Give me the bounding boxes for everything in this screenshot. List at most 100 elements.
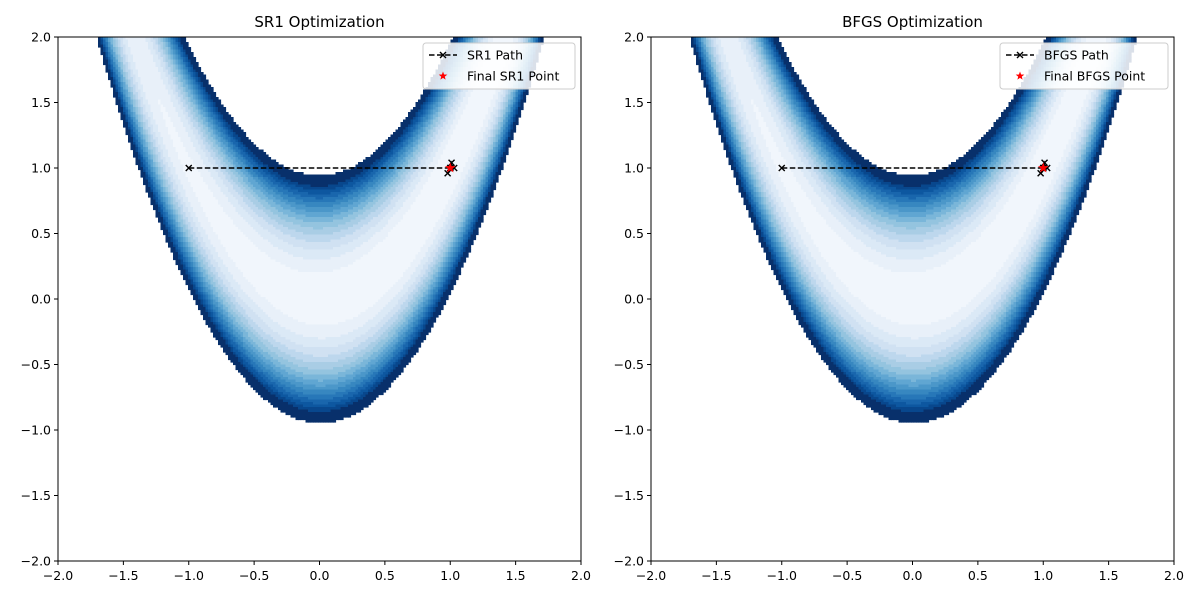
contour-cell <box>135 44 139 48</box>
contour-cell <box>155 47 159 51</box>
contour-cell <box>170 207 174 211</box>
contour-cell <box>183 84 187 88</box>
contour-cell <box>160 222 164 226</box>
contour-cell <box>170 129 174 133</box>
contour-cell <box>215 254 219 258</box>
contour-cell <box>118 64 122 68</box>
contour-cell <box>205 247 209 251</box>
contour-cell <box>178 104 182 108</box>
contour-cell <box>203 92 207 96</box>
contour-cell <box>158 79 162 83</box>
contour-cell <box>155 177 159 181</box>
contour-cell <box>153 77 157 81</box>
contour-cell <box>185 97 189 101</box>
contour-cell <box>188 274 192 278</box>
contour-cell <box>208 162 212 166</box>
contour-cell <box>210 314 214 318</box>
contour-cell <box>155 39 159 43</box>
contour-cell <box>170 104 174 108</box>
contour-cell <box>193 149 197 153</box>
contour-cell <box>198 157 202 161</box>
contour-cell <box>190 264 194 268</box>
contour-cell <box>198 114 202 118</box>
contour-cell <box>155 124 159 128</box>
contour-cell <box>188 179 192 183</box>
contour-cell <box>200 99 204 103</box>
contour-cell <box>193 84 197 88</box>
contour-cell <box>158 74 162 78</box>
contour-cell <box>120 39 124 43</box>
contour-cell <box>190 234 194 238</box>
contour-cell <box>185 52 189 56</box>
contour-cell <box>205 262 209 266</box>
contour-cell <box>153 42 157 46</box>
contour-cell <box>143 47 147 51</box>
contour-cell <box>185 234 189 238</box>
contour-cell <box>115 47 119 51</box>
contour-cell <box>195 132 199 136</box>
contour-cell <box>183 239 187 243</box>
contour-cell <box>105 57 109 61</box>
contour-cell <box>170 179 174 183</box>
contour-cell <box>183 54 187 58</box>
contour-cell <box>203 154 207 158</box>
contour-cell <box>158 54 162 58</box>
contour-cell <box>175 104 179 108</box>
contour-cell <box>145 184 149 188</box>
contour-cell <box>203 279 207 283</box>
contour-cell <box>215 182 219 186</box>
contour-cell <box>135 129 139 133</box>
contour-cell <box>155 187 159 191</box>
contour-cell <box>198 212 202 216</box>
contour-cell <box>130 109 134 113</box>
contour-cell <box>113 59 117 63</box>
contour-cell <box>190 92 194 96</box>
contour-cell <box>163 49 167 53</box>
contour-cell <box>163 169 167 173</box>
plot-area <box>98 37 544 423</box>
contour-cell <box>153 152 157 156</box>
contour-cell <box>173 184 177 188</box>
contour-cell <box>153 142 157 146</box>
contour-cell <box>175 42 179 46</box>
contour-cell <box>153 89 157 93</box>
contour-cell <box>170 177 174 181</box>
contour-cell <box>138 67 142 71</box>
contour-cell <box>208 152 212 156</box>
contour-cell <box>190 189 194 193</box>
contour-cell <box>138 104 142 108</box>
contour-cell <box>200 114 204 118</box>
contour-cell <box>173 239 177 243</box>
contour-cell <box>145 104 149 108</box>
contour-cell <box>183 267 187 271</box>
contour-cell <box>155 42 159 46</box>
contour-cell <box>178 252 182 256</box>
contour-cell <box>168 192 172 196</box>
contour-cell <box>183 177 187 181</box>
contour-cell <box>168 179 172 183</box>
contour-cell <box>208 319 212 323</box>
contour-cell <box>133 62 137 66</box>
contour-cell <box>188 189 192 193</box>
contour-cell <box>135 69 139 73</box>
contour-cell <box>160 67 164 71</box>
contour-cell <box>148 157 152 161</box>
contour-cell <box>213 294 217 298</box>
contour-cell <box>198 202 202 206</box>
contour-cell <box>140 49 144 53</box>
contour-cell <box>218 184 222 188</box>
contour-cell <box>125 94 129 98</box>
contour-cell <box>218 99 222 103</box>
contour-cell <box>205 199 209 203</box>
contour-cell <box>173 134 177 138</box>
contour-cell <box>105 39 109 43</box>
contour-cell <box>205 194 209 198</box>
contour-cell <box>173 74 177 78</box>
contour-cell <box>195 269 199 273</box>
contour-cell <box>218 202 222 206</box>
contour-cell <box>180 39 184 43</box>
contour-cell <box>193 207 197 211</box>
contour-cell <box>120 42 124 46</box>
contour-cell <box>165 79 169 83</box>
contour-cell <box>193 297 197 301</box>
